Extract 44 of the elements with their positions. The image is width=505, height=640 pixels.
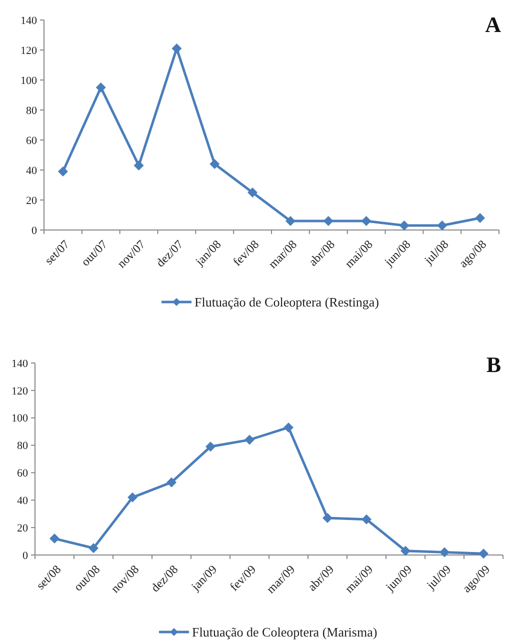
y-tick-label: 140 bbox=[12, 358, 28, 370]
y-tick-label: 20 bbox=[26, 194, 38, 207]
annotation: B bbox=[486, 352, 502, 377]
annotation: A bbox=[485, 12, 502, 37]
point bbox=[50, 534, 60, 544]
point bbox=[206, 442, 216, 452]
point bbox=[134, 160, 144, 170]
y-tick-label: 120 bbox=[12, 385, 28, 398]
point bbox=[166, 477, 176, 488]
point bbox=[58, 166, 68, 176]
point bbox=[284, 422, 294, 432]
y-tick-label: 0 bbox=[32, 224, 38, 237]
point bbox=[399, 220, 410, 230]
legend-label: Flutuação de Coleoptera (Restinga) bbox=[194, 294, 379, 310]
point bbox=[475, 213, 486, 223]
point bbox=[210, 159, 220, 169]
y-tick-label: 140 bbox=[20, 14, 38, 27]
y-tick-label: 80 bbox=[26, 104, 38, 117]
point bbox=[285, 216, 296, 226]
point bbox=[478, 548, 488, 559]
point bbox=[400, 546, 410, 556]
y-tick-label: 60 bbox=[26, 134, 38, 147]
point bbox=[248, 188, 258, 198]
y-tick-label: 120 bbox=[20, 44, 38, 57]
y-tick-label: 20 bbox=[17, 522, 28, 534]
point bbox=[172, 44, 182, 54]
point bbox=[440, 547, 450, 558]
point bbox=[437, 220, 448, 230]
y-tick-label: 100 bbox=[20, 74, 38, 87]
point bbox=[362, 514, 372, 524]
point bbox=[323, 216, 334, 226]
y-tick-label: 0 bbox=[22, 550, 28, 562]
legend-label: Flutuação de Coleoptera (Marisma) bbox=[192, 624, 378, 640]
y-tick-label: 40 bbox=[26, 164, 38, 177]
y-tick-label: 40 bbox=[17, 494, 28, 507]
y-tick-label: 100 bbox=[12, 412, 28, 425]
point bbox=[96, 82, 106, 92]
point bbox=[128, 492, 138, 502]
y-tick-label: 80 bbox=[17, 440, 28, 452]
point bbox=[244, 434, 254, 445]
y-tick-label: 60 bbox=[17, 468, 28, 480]
point bbox=[88, 543, 98, 554]
point bbox=[361, 216, 372, 226]
point bbox=[322, 512, 332, 523]
